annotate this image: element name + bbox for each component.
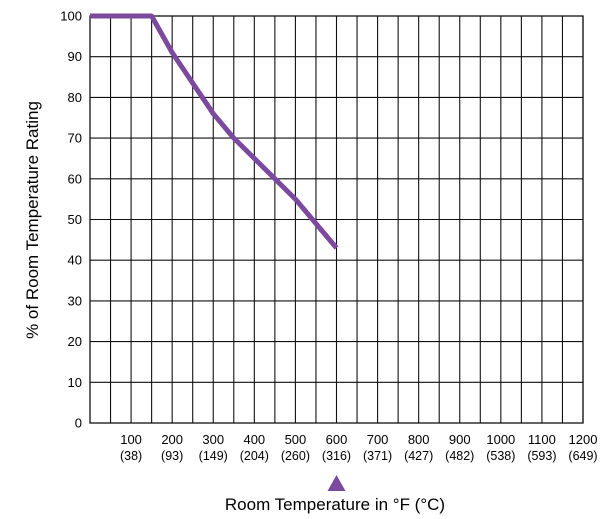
x-tick-sublabel: (93) — [161, 449, 183, 463]
x-tick-label: 700 — [367, 432, 389, 447]
chart-grid — [89, 15, 584, 424]
y-tick-label: 80 — [68, 90, 82, 105]
x-tick-label: 1200 — [569, 432, 598, 447]
x-tick-labels: 100 (38) 200 (93) 300 (149) 400 (204) 500 (260) 60… — [120, 432, 598, 463]
x-tick-label: 300 — [202, 432, 224, 447]
x-tick-label: 400 — [243, 432, 265, 447]
y-tick-labels: 0 10 20 30 40 50 60 70 80 90 100 — [60, 9, 82, 431]
x-tick-label: 1000 — [486, 432, 515, 447]
y-tick-label: 50 — [68, 212, 82, 227]
x-axis-label: Room Temperature in °F (°C) — [225, 495, 445, 514]
x-tick-sublabel: (149) — [199, 449, 228, 463]
x-tick-sublabel: (482) — [445, 449, 474, 463]
y-tick-label: 40 — [68, 253, 82, 268]
y-axis-label: % of Room Temperature Rating — [23, 101, 42, 339]
x-tick-sublabel: (593) — [527, 449, 556, 463]
y-tick-label: 60 — [68, 171, 82, 186]
x-tick-sublabel: (538) — [486, 449, 515, 463]
x-tick-sublabel: (204) — [240, 449, 269, 463]
x-tick-sublabel: (38) — [120, 449, 142, 463]
marker-triangle — [327, 475, 346, 491]
y-tick-label: 100 — [60, 9, 82, 24]
series-line — [90, 13, 339, 250]
x-tick-sublabel: (371) — [363, 449, 392, 463]
x-tick-sublabel: (427) — [404, 449, 433, 463]
x-tick-label: 600 — [326, 432, 348, 447]
y-tick-label: 10 — [68, 375, 82, 390]
y-tick-label: 70 — [68, 131, 82, 146]
x-tick-label: 1100 — [528, 432, 556, 447]
x-tick-sublabel: (316) — [322, 449, 351, 463]
x-tick-sublabel: (260) — [281, 449, 310, 463]
x-tick-sublabel: (649) — [568, 449, 597, 463]
y-tick-label: 30 — [68, 293, 82, 308]
x-tick-label: 500 — [285, 432, 307, 447]
chart-markers — [327, 475, 346, 491]
y-tick-label: 0 — [75, 416, 82, 431]
x-tick-label: 100 — [120, 432, 142, 447]
x-tick-label: 900 — [449, 432, 471, 447]
y-tick-label: 90 — [68, 49, 82, 64]
x-tick-label: 800 — [408, 432, 430, 447]
y-tick-label: 20 — [68, 334, 82, 349]
chart-series — [90, 13, 339, 250]
x-tick-label: 200 — [161, 432, 183, 447]
